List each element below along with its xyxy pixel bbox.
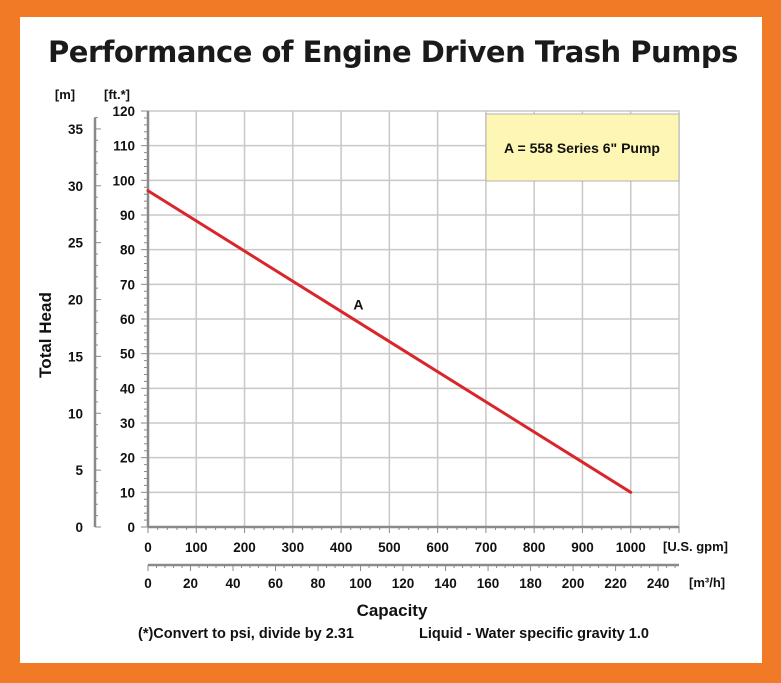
y-tick-label-m: 0 <box>75 520 83 535</box>
performance-chart: Performance of Engine Driven Trash Pumps… <box>36 35 738 642</box>
y-tick-label-m: 20 <box>68 293 83 308</box>
y-tick-label-ft: 110 <box>113 139 135 154</box>
y-tick-label-m: 35 <box>68 122 84 137</box>
x-tick-label-m3h: 200 <box>562 576 585 591</box>
y-tick-label-ft: 70 <box>120 277 135 292</box>
y-tick-label-ft: 40 <box>120 381 135 396</box>
chart-title: Performance of Engine Driven Trash Pumps <box>48 35 738 69</box>
series-line-A <box>146 189 633 494</box>
x-tick-label-m3h: 0 <box>144 576 152 591</box>
y-tick-label-ft: 0 <box>127 520 135 535</box>
y-tick-label-ft: 90 <box>120 208 135 223</box>
series-layer: A <box>146 189 633 494</box>
x-tick-label-gpm: 700 <box>475 540 498 555</box>
x-tick-label-gpm: 1000 <box>616 540 646 555</box>
x-tick-label-m3h: 180 <box>519 576 542 591</box>
y-tick-label-m: 25 <box>68 236 84 251</box>
y-tick-label-ft: 120 <box>112 104 135 119</box>
chart-panel: Performance of Engine Driven Trash Pumps… <box>20 17 762 663</box>
y-tick-label-ft: 30 <box>120 416 135 431</box>
x-tick-label-gpm: 100 <box>185 540 208 555</box>
legend-box <box>485 113 680 182</box>
y-tick-label-m: 30 <box>68 179 83 194</box>
y-tick-label-ft: 50 <box>120 347 135 362</box>
legend-text: A = 558 Series 6" Pump <box>504 140 660 156</box>
x-tick-label-m3h: 100 <box>349 576 372 591</box>
legend: A = 558 Series 6" Pump <box>485 113 680 182</box>
x-tick-label-m3h: 220 <box>604 576 627 591</box>
x-tick-label-gpm: 500 <box>378 540 401 555</box>
x-tick-label-m3h: 140 <box>434 576 457 591</box>
x-tick-label-m3h: 80 <box>311 576 326 591</box>
x-tick-label-m3h: 120 <box>392 576 415 591</box>
y-tick-label-m: 15 <box>68 349 84 364</box>
y-unit-meters: [m] <box>55 87 75 102</box>
x-unit-m3h: [m³/h] <box>689 575 725 590</box>
x-tick-label-gpm: 300 <box>282 540 305 555</box>
x-tick-label-gpm: 400 <box>330 540 353 555</box>
x-tick-label-gpm: 800 <box>523 540 546 555</box>
y-axis-title: Total Head <box>36 292 55 378</box>
x-axis-title: Capacity <box>357 601 428 620</box>
y-tick-label-ft: 80 <box>120 243 135 258</box>
axes <box>93 110 680 571</box>
y-tick-label-ft: 100 <box>112 173 135 188</box>
x-tick-label-m3h: 60 <box>268 576 283 591</box>
x-tick-label-gpm: 200 <box>233 540 256 555</box>
x-tick-label-m3h: 240 <box>647 576 670 591</box>
x-tick-label-m3h: 160 <box>477 576 500 591</box>
y-tick-label-m: 10 <box>68 406 83 421</box>
footnote-psi: (*)Convert to psi, divide by 2.31 <box>138 626 354 642</box>
x-tick-label-m3h: 40 <box>225 576 240 591</box>
x-tick-label-gpm: 0 <box>144 540 152 555</box>
x-tick-label-m3h: 20 <box>183 576 198 591</box>
x-unit-gpm: [U.S. gpm] <box>663 539 728 554</box>
series-label-A: A <box>353 296 363 312</box>
y-tick-label-m: 5 <box>75 463 83 478</box>
y-tick-label-ft: 20 <box>120 451 135 466</box>
y-unit-feet: [ft.*] <box>104 87 130 102</box>
y-tick-label-ft: 60 <box>120 312 135 327</box>
footnote-specific-gravity: Liquid - Water specific gravity 1.0 <box>419 626 649 642</box>
x-tick-label-gpm: 600 <box>426 540 449 555</box>
x-tick-label-gpm: 900 <box>571 540 594 555</box>
y-tick-label-ft: 10 <box>120 485 135 500</box>
tick-labels: 0 10 20 30 40 50 60 70 80 90 100 110 120 0 5 10 15 20 25 30… <box>68 104 669 591</box>
